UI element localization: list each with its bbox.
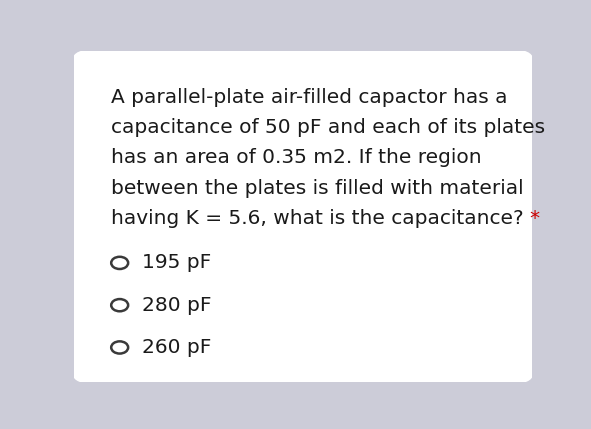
Text: *: *: [530, 209, 540, 228]
Text: between the plates is filled with material: between the plates is filled with materi…: [111, 179, 523, 198]
Text: having K = 5.6, what is the capacitance?: having K = 5.6, what is the capacitance?: [111, 209, 530, 228]
Text: capacitance of 50 pF and each of its plates: capacitance of 50 pF and each of its pla…: [111, 118, 545, 137]
Text: 195 pF: 195 pF: [142, 254, 211, 272]
Text: 280 pF: 280 pF: [142, 296, 211, 315]
Text: has an area of 0.35 m2. If the region: has an area of 0.35 m2. If the region: [111, 148, 481, 167]
FancyBboxPatch shape: [72, 50, 534, 384]
Text: 260 pF: 260 pF: [142, 338, 211, 357]
Text: A parallel-plate air-filled capactor has a: A parallel-plate air-filled capactor has…: [111, 88, 507, 106]
